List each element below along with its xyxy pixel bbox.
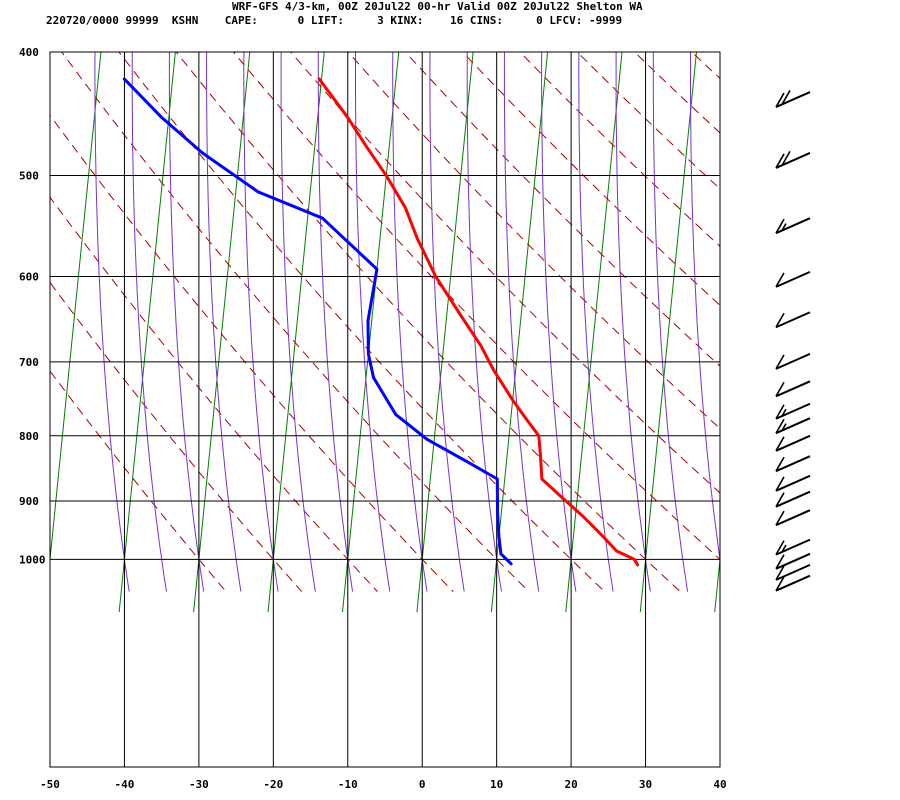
tick-labels: 400 500 600 700 800 900 1000 -50 -40 -30 -20 -10 0 10… bbox=[19, 46, 727, 791]
isotherm-line bbox=[565, 52, 623, 613]
mixing-ratio-line bbox=[652, 52, 689, 592]
mixing-ratio-line bbox=[355, 52, 391, 592]
mixing-ratio-line bbox=[94, 52, 130, 592]
temperature-tick-label: 40 bbox=[713, 778, 726, 791]
chart-title: WRF-GFS 4/3-km, 00Z 20Jul22 00-hr Valid … bbox=[232, 0, 643, 13]
wind-barb bbox=[775, 270, 811, 288]
isotherm-line bbox=[118, 52, 176, 613]
dry-adiabat-line bbox=[347, 52, 720, 430]
wind-barb bbox=[775, 417, 811, 435]
station-indices: 220720/0000 99999 KSHN CAPE: 0 LIFT: 3 K… bbox=[46, 14, 623, 27]
pressure-tick-label: 400 bbox=[19, 46, 39, 59]
dry-adiabat-line bbox=[461, 52, 720, 306]
dry-adiabat-line bbox=[232, 52, 720, 561]
mixing-ratio-line bbox=[317, 52, 354, 592]
dry-adiabat-line bbox=[888, 24, 900, 592]
mixing-ratio-line bbox=[466, 52, 502, 592]
mixing-ratio-line bbox=[541, 52, 577, 592]
wind-barb bbox=[775, 311, 811, 329]
mixing-ratio-line bbox=[802, 24, 836, 592]
dry-adiabat-line bbox=[50, 281, 303, 592]
mixing-ratio-line bbox=[429, 52, 465, 592]
profiles bbox=[122, 77, 640, 567]
isotherm-line bbox=[864, 0, 900, 612]
wind-barb bbox=[775, 217, 811, 235]
temperature-tick-label: -10 bbox=[338, 778, 358, 791]
isotherm-line bbox=[193, 52, 251, 613]
isotherm-line bbox=[714, 554, 720, 613]
mixing-ratio-line bbox=[168, 52, 205, 592]
wind-barb bbox=[775, 563, 811, 581]
isotherm-line bbox=[490, 52, 549, 613]
dewpoint-profile-line bbox=[122, 77, 513, 566]
wind-barbs bbox=[775, 90, 811, 592]
wind-barb bbox=[775, 474, 811, 492]
mixing-ratio-line bbox=[578, 52, 614, 592]
isotherm-line bbox=[50, 52, 102, 565]
wind-barb bbox=[775, 552, 811, 570]
dry-adiabat-line bbox=[831, 24, 900, 592]
dry-adiabat-line bbox=[50, 370, 227, 592]
wind-barb bbox=[775, 380, 811, 398]
dry-adiabat-line bbox=[118, 52, 605, 592]
mixing-ratio-line bbox=[131, 52, 167, 592]
wind-barb bbox=[775, 574, 811, 592]
isotherm-line bbox=[639, 52, 697, 613]
wind-barb bbox=[775, 352, 811, 370]
dry-adiabat-line bbox=[404, 52, 720, 367]
dry-adiabat-line bbox=[50, 114, 454, 592]
isotherm-line bbox=[341, 52, 400, 613]
mixing-ratio-line bbox=[280, 52, 316, 592]
pressure-tick-label: 900 bbox=[19, 495, 39, 508]
dry-adiabat-line bbox=[290, 52, 720, 494]
wind-barb bbox=[775, 90, 811, 108]
pressure-tick-label: 800 bbox=[19, 430, 39, 443]
wind-barb bbox=[775, 509, 811, 527]
pressure-tick-label: 500 bbox=[19, 170, 39, 183]
mixing-ratio-line bbox=[206, 52, 242, 592]
temperature-tick-label: -30 bbox=[189, 778, 209, 791]
temperature-tick-label: 20 bbox=[564, 778, 577, 791]
temperature-tick-label: -20 bbox=[263, 778, 283, 791]
temperature-tick-label: 30 bbox=[639, 778, 652, 791]
temperature-tick-label: 10 bbox=[490, 778, 503, 791]
mixing-ratio-line bbox=[765, 24, 799, 592]
temperature-tick-label: -50 bbox=[40, 778, 60, 791]
pressure-tick-label: 700 bbox=[19, 356, 39, 369]
wind-barb bbox=[775, 150, 811, 169]
wind-barb bbox=[775, 402, 811, 420]
dry-adiabat-line bbox=[61, 52, 530, 592]
wind-barb bbox=[775, 455, 811, 473]
dry-adiabat-line bbox=[718, 24, 900, 592]
mixing-ratio-line bbox=[615, 52, 651, 592]
dry-adiabat-line bbox=[175, 52, 681, 592]
mixing-ratio-line bbox=[243, 52, 279, 592]
wind-barb bbox=[775, 490, 811, 508]
pressure-tick-label: 1000 bbox=[19, 553, 46, 566]
isotherm-line bbox=[789, 0, 853, 612]
dry-adiabat-line bbox=[775, 24, 900, 592]
temperature-profile-line bbox=[317, 77, 640, 567]
pressure-tick-label: 600 bbox=[19, 271, 39, 284]
mixing-ratio-line bbox=[839, 24, 873, 592]
wind-barb bbox=[775, 434, 811, 452]
background-lines bbox=[0, 0, 900, 613]
temperature-tick-label: -40 bbox=[115, 778, 135, 791]
dry-adiabat-line bbox=[50, 196, 378, 592]
isotherm-line bbox=[0, 0, 34, 612]
mixing-ratio-line bbox=[690, 52, 720, 563]
wind-barb bbox=[775, 538, 811, 556]
plot-frame bbox=[49, 51, 721, 768]
temperature-tick-label: 0 bbox=[419, 778, 426, 791]
plot-background bbox=[50, 52, 720, 767]
mixing-ratio-line bbox=[728, 24, 762, 592]
mixing-ratio-line bbox=[503, 52, 540, 592]
mixing-ratio-line bbox=[392, 52, 428, 592]
